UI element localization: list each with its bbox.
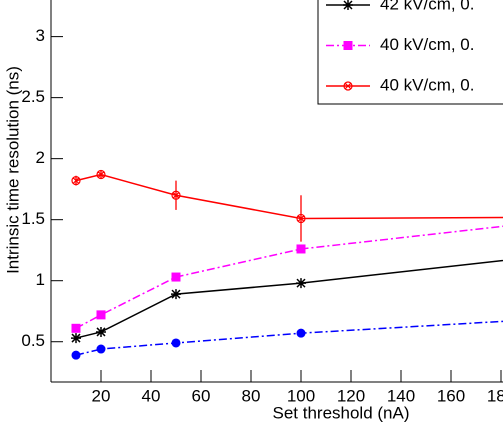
- data-point: [71, 176, 81, 186]
- legend-label: 42 kV/cm, 0.: [380, 0, 474, 13]
- series-line: [75, 173, 503, 220]
- data-point: [71, 323, 81, 333]
- y-tick-label: 0.5: [21, 331, 45, 350]
- x-tick-label: 180: [487, 386, 503, 405]
- data-point: [171, 190, 181, 200]
- data-point: [171, 289, 181, 300]
- legend-label: 40 kV/cm, 0.: [380, 35, 474, 54]
- data-point: [171, 272, 181, 282]
- x-tick-label: 60: [192, 386, 211, 405]
- x-tick-label: 80: [242, 386, 261, 405]
- x-tick-label: 140: [387, 386, 415, 405]
- data-point: [296, 244, 306, 254]
- data-point: [96, 344, 106, 354]
- y-tick-label: 2: [36, 148, 45, 167]
- data-point: [71, 350, 81, 360]
- data-point: [96, 310, 106, 320]
- x-tick-label: 20: [92, 386, 111, 405]
- x-tick-label: 120: [337, 386, 365, 405]
- x-tick-label: 160: [437, 386, 465, 405]
- x-tick-label: 40: [142, 386, 161, 405]
- data-point: [96, 169, 106, 180]
- x-axis-label: Set threshold (nA): [272, 403, 409, 422]
- y-tick-label: 2.5: [21, 87, 45, 106]
- legend-marker: [343, 0, 353, 10]
- series-line: [75, 320, 503, 356]
- data-point: [296, 213, 306, 224]
- legend-marker: [343, 41, 353, 50]
- y-tick-label: 1.5: [21, 209, 45, 228]
- x-tick-label: 100: [287, 386, 315, 405]
- data-point: [171, 338, 181, 348]
- data-point: [296, 278, 306, 289]
- data-point: [71, 333, 81, 344]
- legend-label: 40 kV/cm, 0.: [380, 75, 474, 94]
- y-tick-label: 1: [36, 270, 45, 289]
- data-point: [296, 328, 306, 338]
- y-axis-label: Intrinsic time resolution (ns): [3, 66, 22, 274]
- data-point: [96, 326, 106, 337]
- y-tick-label: 3: [36, 26, 45, 45]
- legend-marker: [343, 81, 353, 91]
